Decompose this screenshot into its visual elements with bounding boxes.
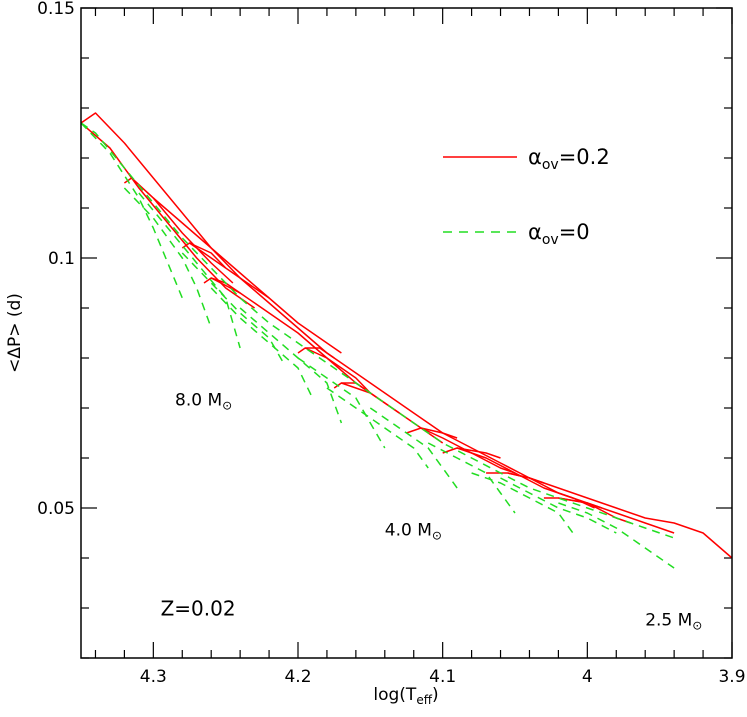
evolution-track [558,497,675,534]
legend-label-ov0: αov=0 [528,220,590,248]
axis-ticks [81,7,733,659]
evolution-track [500,477,617,534]
tick-labels: 4.3 4.2 4.1 4 3.9 0.05 0.1 0.15 [37,0,745,687]
legend-label-ov02: αov=0.2 [528,145,610,173]
y-tick-label: 0.15 [37,0,75,19]
evolution-track [123,177,234,284]
series-tracks [80,112,733,569]
mass-label: 4.0 M⊙ [385,521,442,543]
evolution-track [442,447,501,459]
evolution-track [138,192,241,349]
metallicity-label: Z=0.02 [161,597,236,621]
x-tick-label: 3.9 [718,667,745,687]
evolution-track [80,122,675,539]
x-axis-label: log(Teff) [373,685,438,707]
y-tick-label: 0.05 [37,499,75,519]
evolution-track [427,442,516,514]
evolution-track [80,122,183,299]
annotations: 8.0 M⊙ 4.0 M⊙ 2.5 M⊙ Z=0.02 [161,391,703,633]
y-tick-label: 0.1 [48,249,75,269]
evolution-track [189,242,342,354]
legend: αov=0.2 αov=0 [443,145,610,248]
evolution-track [297,357,386,449]
x-tick-label: 4 [582,667,593,687]
evolution-track [406,427,458,439]
evolution-track [369,407,458,489]
evolution-track [80,122,256,309]
mass-label: 8.0 M⊙ [175,391,232,413]
evolution-track [210,287,314,399]
evolution-track [297,347,335,359]
evolution-track [181,242,227,269]
x-tick-label: 4.1 [429,667,456,687]
x-tick-label: 4.2 [284,667,311,687]
evolution-track [558,502,675,569]
evolution-track [471,472,574,534]
evolution-track [210,277,371,394]
y-axis-label: <ΔP> (d) [5,293,25,373]
mass-label: 2.5 M⊙ [645,611,702,633]
evolution-track [80,112,733,559]
evolution-track [131,177,270,299]
evolution-track [123,187,212,329]
evolution-track [203,277,241,294]
series-ov0 [80,122,675,569]
evolution-track [326,387,429,469]
x-tick-label: 4.3 [140,667,167,687]
plot-frame [80,7,733,659]
evolution-track [341,382,444,444]
